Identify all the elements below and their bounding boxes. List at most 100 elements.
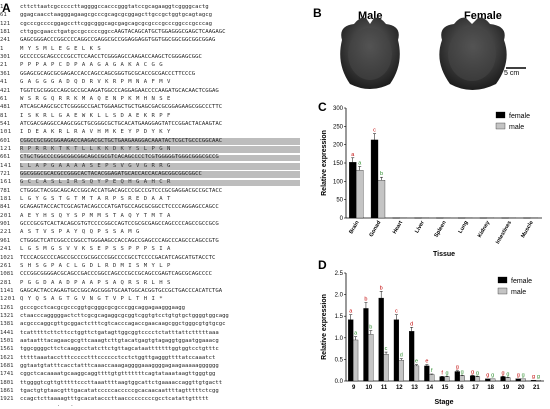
nucleotide-row: 781 CTGGGCTACGGCAGCACCGGCACCATGACAGCCCGCC… [0,188,222,196]
x-tick-label: 13 [411,385,418,391]
line-number: 161 [0,179,12,186]
x-tick-label: Heart [392,220,404,235]
sequence-text: CTGGGCTCATCGGCCCGGCCTGGGAAGCCACCAGCCGAGC… [20,237,219,244]
bar-male [486,217,495,219]
sequence-text: cttcttaatcgcccccttaggggccacccgggtatccgca… [20,4,209,10]
legend-label-female: female [509,113,530,120]
bar-male [505,377,511,382]
bar-male [464,217,473,219]
sequence-text: ATCAGCAAGCGCCTCGGGGCCGACTGGAAGCTGCTGAGCG… [20,104,223,111]
x-tick-label: 19 [503,385,510,391]
line-number: 141 [0,162,12,169]
line-number: 281 [0,279,12,286]
line-number: 1021 [0,254,14,261]
line-number: 241 [0,37,11,44]
nucleotide-row: 721 GGCGGGCGCACGCCGGGCACTACACGGAGATGCACCA… [0,171,202,179]
sequence-text: acgcccaggcgttgcggactctttcgtcacccagaccgaa… [20,321,226,328]
bar-female [363,308,369,382]
line-number: 481 [0,104,11,111]
line-number: 601 [0,137,11,144]
nucleotide-row: 421 TGGTCGCGGGCCAGCGCCGCAAGATGGCCCAGGAGAA… [0,88,219,96]
line-number: 121 [0,145,12,152]
bar-female [458,217,466,219]
bar-female [348,319,354,382]
bar-male [443,217,451,219]
bar-male [429,374,435,382]
highlight-box [20,171,300,178]
x-tick-label: 16 [457,385,464,391]
sequence-text: aataatttacagaacgcgttcaaagtcttgtacatgagtg… [20,338,219,344]
bar-male [356,170,364,219]
nucleotide-row: 1561 tggcggggcttctcaaggcctatcttctgttagcat… [0,346,219,354]
y-axis-label: Relative expression [321,294,328,360]
scale-bar-label: 5 cm [504,70,520,77]
legend-swatch-male [495,122,506,130]
sequence-text: ATCGACGAGGCCAAGCGGCTGCGGGCGCTGCACATGAAGG… [20,120,223,127]
nucleotide-row: 1501 aataatttacagaacgcgttcaaagtcttgtacatg… [0,338,219,346]
y-tick-label: 1.0 [335,336,344,342]
x-tick-label: 12 [396,385,403,391]
bar-male [368,334,374,382]
bar-female [530,379,537,382]
significance-label: g [491,373,494,379]
line-number: 1921 [0,396,14,403]
line-number: 241 [0,246,12,253]
line-number: 61 [0,95,8,102]
bar-male [520,378,526,382]
nucleotide-row: aaaaaaaaacgtcaataaa [0,405,84,406]
significance-label: b [380,171,383,177]
amino-acid-row: 21 P P P A P C D P A A G A G A K A C G G [0,62,163,70]
nucleotide-row: 961 CTGGGCTCATCGGCCCGGCCTGGGAAGCCACCAGCCG… [0,238,219,246]
significance-label: g [486,373,489,379]
sequence-text: GGCGGGCGCACGCCGGGCACTACACGGAGATGCACCACCA… [20,171,202,177]
bar-female [501,217,509,219]
nucleotide-row: 61 ggagcaacctaagggagaagcgcccgcagcgcggagct… [0,12,212,20]
significance-label: g [501,370,504,376]
nucleotide-row: 1681 ggtaatgtatttcacctatttcaaaccaaagagggg… [0,363,219,371]
amino-acid-row: 1 M Y S M L E G E L K S [0,46,101,54]
sequence-text: I D E A K R L R A V H M K E Y P D Y K Y [20,129,171,136]
y-tick-label: 2.0 [335,293,344,299]
bar-male [530,217,538,219]
line-number: 1321 [0,312,14,319]
highlight-box [20,138,300,145]
amino-acid-row: 241 L G S M G S V V K S E P S S P P P S I… [0,246,171,254]
line-number: 961 [0,237,11,244]
line-number: 1621 [0,354,14,361]
amino-acid-row: 181 L G Y G S T G T M T A R P S R E D A A… [0,196,171,204]
bar-female [523,217,531,219]
line-number: 121 [0,20,11,27]
legend-swatch-female [497,276,508,284]
significance-label: d [400,353,403,359]
nucleotide-row: 841 GCAGAGTACCACTCGCAGTACAGCCCATGATGCCAGC… [0,204,219,212]
nucleotide-row: 901 GCCCGCGTCACTACAGCGTGTCCCCGGCCAGTCCGCG… [0,221,219,229]
sequence-text: P P P A P C D P A A G A G A K A C G G [20,62,164,69]
sequence-text: cttggcgaacctgatgccgcccccggccAAGTACAGCATG… [20,29,226,36]
nucleotide-row: 1861 tgactgtgtaacgtttgacatatcccccacccccgc… [0,388,219,396]
sequence-text: tgactgtgtaacgtttgacatatcccccacccccgcacaa… [20,388,219,395]
legend-swatch-male [497,287,508,295]
bar-male [399,217,407,219]
female-turtle-image [439,17,507,91]
sequence-text: tggcggggcttctcaaggcctatcttctgttagcataatt… [20,346,219,353]
significance-label: g [456,365,459,371]
amino-acid-row: 281 P G G D A A D P A A P S A Q R S R L H… [0,280,171,288]
significance-label: g [476,370,479,376]
significance-label: a [354,331,358,337]
panel-label-d: D [318,258,327,272]
bar-male [459,375,465,382]
bar-female [454,371,460,382]
x-tick-label: 20 [518,385,525,391]
line-number: 221 [0,229,12,236]
sequence-text: TGGTCGCGGGCCAGCGCCGCAAGATGGCCCAGGAGAACCC… [20,87,219,94]
sequence-text: tttttaaatacctttccccctttcccccctcctctggttg… [20,354,216,361]
line-number: 1561 [0,346,14,353]
sequence-text: aaaaaaaaacgtcaataaa [20,405,84,406]
bar-female [500,376,506,382]
x-tick-label: 14 [426,385,433,391]
x-axis-label: Stage [434,399,453,406]
y-tick-label: 1.5 [335,314,344,320]
sequence-text: L L A P G A A A A S E P S V G V G R R G [20,162,171,169]
sequence-text: GCCCCCGCAGCCCCGCCTCCAACCTCGGGAGCCAAGACCA… [20,54,202,61]
line-number: 1741 [0,371,14,378]
